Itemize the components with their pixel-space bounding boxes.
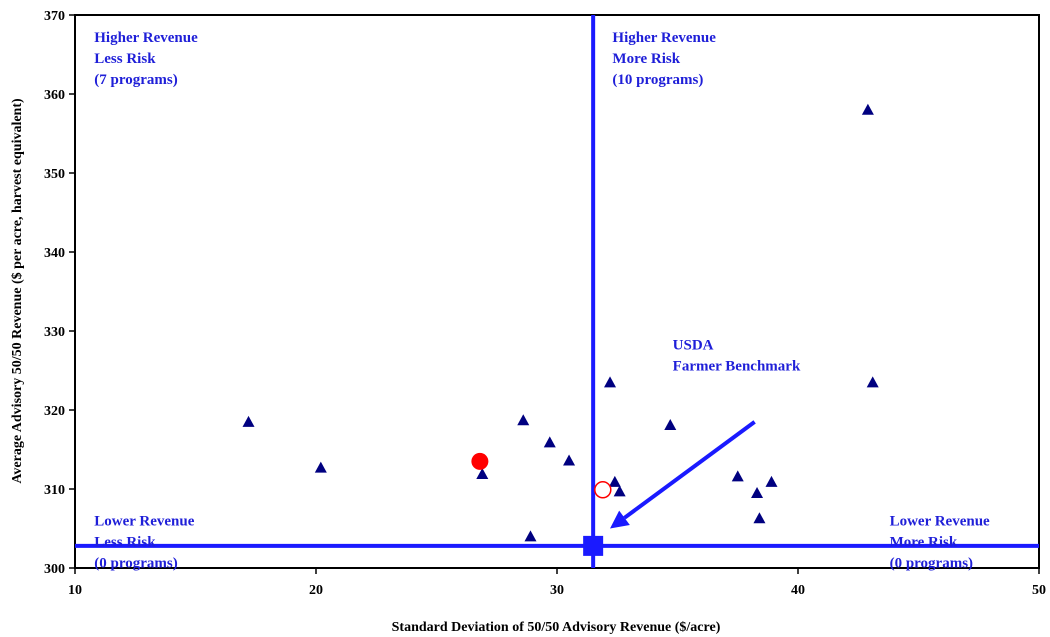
y-tick-label: 300 — [44, 562, 65, 577]
advisory-program-point — [476, 467, 489, 479]
annotation-hr-mr: Higher Revenue More Risk (10 programs) — [612, 30, 716, 88]
benchmark-point — [583, 535, 604, 556]
annotation-line: More Risk — [890, 535, 958, 551]
x-tick-label: 10 — [68, 583, 82, 598]
advisory-program-point — [765, 475, 778, 487]
annotation-lr-mr: Lower Revenue More Risk (0 programs) — [890, 514, 990, 572]
annotation-line: Farmer Benchmark — [673, 359, 801, 375]
y-tick-label: 340 — [44, 246, 65, 261]
advisory-program-point — [242, 415, 255, 427]
annotation-line: Less Risk — [94, 535, 156, 551]
annotation-lr-lr: Lower Revenue Less Risk (0 programs) — [94, 514, 194, 572]
x-tick-label: 50 — [1032, 583, 1046, 598]
x-tick-label: 40 — [791, 583, 805, 598]
annotation-line: Lower Revenue — [94, 514, 194, 530]
annotation-line: (0 programs) — [94, 556, 177, 572]
annotation-line: USDA — [673, 338, 714, 354]
advisory-program-point — [613, 485, 626, 497]
advisory-program-point — [563, 454, 576, 466]
advisory-program-point — [731, 470, 744, 482]
annotation-line: Higher Revenue — [612, 30, 716, 46]
advisory-program-point — [866, 376, 879, 388]
advisory-program-point — [543, 436, 556, 448]
annotation-line: Lower Revenue — [890, 514, 990, 530]
advisory-program-point — [314, 461, 327, 473]
advisory-program-point — [604, 376, 617, 388]
annotation-line: Less Risk — [94, 51, 156, 67]
y-tick-label: 360 — [44, 88, 65, 103]
x-tick-label: 20 — [309, 583, 323, 598]
open-circle-point — [594, 481, 612, 499]
x-axis-label: Standard Deviation of 50/50 Advisory Rev… — [392, 620, 721, 635]
filled-circle-point — [471, 452, 489, 470]
advisory-program-point — [861, 103, 874, 115]
y-tick-label: 330 — [44, 325, 65, 340]
benchmark-arrowhead — [610, 510, 630, 529]
y-tick-label: 370 — [44, 9, 65, 24]
advisory-program-point — [753, 512, 766, 524]
annotation-hr-lr: Higher Revenue Less Risk (7 programs) — [94, 30, 198, 88]
advisory-program-point — [524, 530, 537, 542]
x-tick-label: 30 — [550, 583, 564, 598]
plot-frame — [74, 14, 1040, 569]
annotation-line: (7 programs) — [94, 72, 177, 88]
advisory-program-point — [664, 419, 677, 431]
benchmark-arrow-line — [623, 420, 756, 520]
y-tick-label: 350 — [44, 167, 65, 182]
annotation-line: (0 programs) — [890, 556, 973, 572]
y-tick-label: 310 — [44, 483, 65, 498]
y-tick-label: 320 — [44, 404, 65, 419]
annotation-line: Higher Revenue — [94, 30, 198, 46]
advisory-program-point — [751, 486, 764, 498]
plot-layer: 10 20 30 40 50 300 310 320 330 340 350 360 370 Higher… — [44, 9, 1046, 598]
annotation-line: More Risk — [612, 51, 680, 67]
advisory-program-point — [517, 414, 530, 426]
annotation-line: (10 programs) — [612, 72, 703, 88]
y-axis-label: Average Advisory 50/50 Revenue ($ per ac… — [10, 98, 25, 484]
advisory-program-point — [608, 475, 621, 487]
annotation-usda: USDA Farmer Benchmark — [673, 338, 801, 375]
